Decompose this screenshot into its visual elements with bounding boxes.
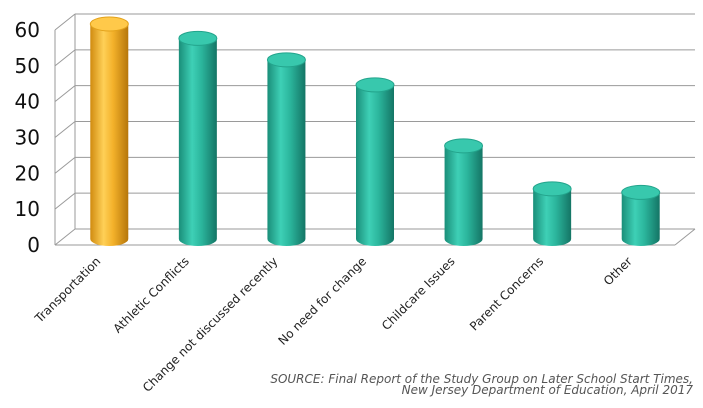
bar-body bbox=[621, 192, 660, 247]
axes: 0 10 20 30 40 50 60 bbox=[15, 13, 696, 257]
bar-body bbox=[444, 145, 483, 247]
source-note: SOURCE: Final Report of the Study Group … bbox=[173, 372, 693, 397]
y-tick-label: 60 bbox=[15, 18, 40, 42]
bar bbox=[532, 181, 572, 247]
source-line-1: SOURCE: Final Report of the Study Group … bbox=[270, 372, 693, 386]
x-tick-label: No need for change bbox=[275, 254, 369, 348]
bar bbox=[89, 16, 129, 247]
gridline-depth bbox=[54, 13, 76, 31]
bar-body bbox=[356, 84, 394, 247]
bar-top bbox=[532, 181, 572, 197]
gridline-depth bbox=[54, 85, 76, 103]
bar-top bbox=[355, 77, 395, 93]
bars bbox=[89, 16, 661, 247]
floor-edge bbox=[674, 228, 696, 246]
bar bbox=[621, 184, 661, 247]
gridline-depth bbox=[54, 121, 76, 138]
gridline-depth bbox=[54, 49, 76, 67]
y-tick-label: 0 bbox=[27, 233, 40, 257]
bar bbox=[266, 52, 306, 247]
bar bbox=[178, 30, 218, 247]
y-tick-label: 40 bbox=[15, 90, 40, 114]
y-tick-label: 20 bbox=[15, 161, 40, 185]
gridline-depth bbox=[54, 228, 76, 246]
x-tick-label: Childcare Issues bbox=[379, 254, 458, 333]
x-tick-label: Other bbox=[601, 254, 635, 288]
bar-body bbox=[267, 59, 306, 247]
bar-top bbox=[178, 30, 218, 46]
gridline-depth bbox=[54, 156, 76, 174]
x-tick-label: Transportation bbox=[32, 254, 104, 326]
bar-top bbox=[444, 138, 484, 154]
bar-body bbox=[90, 24, 129, 247]
y-tick-label: 50 bbox=[15, 54, 40, 78]
x-tick-label: Athletic Conflicts bbox=[110, 254, 191, 335]
bar-body bbox=[533, 188, 572, 247]
y-tick-label: 10 bbox=[15, 197, 40, 221]
bar bbox=[355, 77, 395, 247]
bar-top bbox=[266, 52, 306, 68]
bar-body bbox=[178, 38, 217, 247]
bar bbox=[444, 138, 484, 247]
x-tick-label: Parent Concerns bbox=[467, 254, 546, 333]
bar-top bbox=[621, 184, 661, 200]
gridline-depth bbox=[54, 192, 76, 210]
y-tick-label: 30 bbox=[15, 126, 40, 150]
source-line-2: New Jersey Department of Education, Apri… bbox=[401, 383, 693, 397]
bar-top bbox=[89, 16, 129, 32]
